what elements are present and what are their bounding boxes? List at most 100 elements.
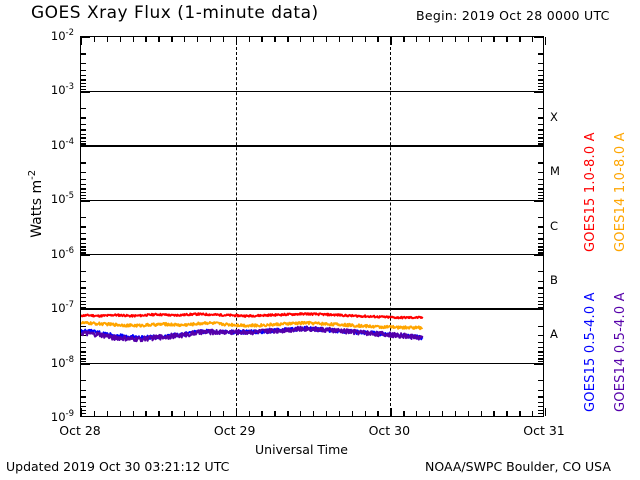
y-minor-tick (81, 162, 86, 164)
y-minor-tick (538, 389, 543, 391)
page-title: GOES Xray Flux (1-minute data) (31, 3, 319, 23)
y-minor-tick (538, 405, 543, 408)
x-minor-tick (145, 411, 147, 416)
y-minor-tick (81, 389, 86, 391)
x-minor-tick (313, 411, 315, 416)
y-minor-tick (538, 75, 543, 77)
x-minor-tick (480, 37, 482, 42)
x-minor-tick (145, 37, 147, 42)
x-minor-tick (287, 37, 289, 42)
y-minor-tick (81, 306, 86, 308)
y-tick-label: 10-2 (50, 28, 74, 43)
y-minor-tick (538, 124, 543, 126)
x-minor-tick (351, 37, 353, 42)
y-minor-tick (81, 405, 86, 408)
y-minor-tick (81, 233, 86, 235)
y-minor-tick (81, 69, 86, 72)
x-minor-tick (532, 411, 534, 416)
horizontal-gridline (81, 254, 543, 256)
x-minor-tick (403, 37, 405, 42)
y-minor-tick (538, 238, 543, 240)
y-minor-tick (81, 145, 90, 148)
y-minor-tick (81, 86, 86, 88)
x-minor-tick (364, 411, 366, 416)
y-minor-tick (538, 361, 543, 363)
y-minor-tick (538, 409, 543, 411)
y-minor-tick (81, 292, 86, 295)
y-minor-tick (538, 216, 543, 218)
x-minor-tick (467, 411, 469, 416)
y-minor-tick (81, 140, 86, 142)
y-minor-tick (538, 197, 543, 200)
y-minor-tick (538, 280, 543, 282)
trace-goes15-1-0-8-0-a (81, 312, 424, 320)
x-minor-tick (519, 37, 521, 42)
y-tick-label: 10-5 (50, 191, 74, 207)
y-minor-tick (538, 82, 543, 85)
y-minor-tick (538, 300, 543, 302)
y-minor-tick (81, 303, 86, 306)
y-minor-tick (538, 162, 543, 164)
y-minor-tick (81, 396, 86, 398)
x-minor-tick (429, 411, 431, 416)
y-minor-tick (81, 287, 86, 289)
y-minor-tick (81, 124, 86, 126)
updated-timestamp: Updated 2019 Oct 30 03:21:12 UTC (6, 459, 230, 474)
x-tick-label: Oct 31 (523, 423, 565, 438)
y-minor-tick (81, 254, 90, 256)
x-minor-tick (493, 411, 495, 416)
x-minor-tick (222, 37, 225, 42)
y-minor-tick (81, 300, 86, 302)
x-minor-tick (429, 37, 431, 42)
horizontal-gridline (81, 362, 543, 365)
x-minor-tick (313, 37, 315, 42)
x-minor-tick (119, 411, 121, 416)
x-minor-tick (119, 37, 121, 42)
y-minor-tick (538, 246, 543, 248)
x-minor-tick (197, 37, 199, 42)
y-minor-tick (81, 246, 86, 248)
x-minor-tick (81, 408, 83, 416)
y-minor-tick (534, 200, 543, 202)
y-minor-tick (81, 363, 90, 365)
y-minor-tick (538, 306, 543, 308)
y-minor-tick (81, 91, 90, 93)
y-minor-tick (81, 271, 86, 273)
y-minor-tick (81, 107, 86, 110)
y-minor-tick (81, 143, 86, 145)
y-minor-tick (538, 171, 543, 174)
y-minor-tick (538, 347, 543, 349)
x-tick-label: Oct 29 (213, 423, 256, 438)
y-minor-tick (538, 249, 543, 251)
y-minor-tick (538, 62, 543, 65)
y-minor-tick (81, 188, 86, 190)
y-minor-tick (538, 140, 543, 142)
y-minor-tick (81, 280, 86, 282)
y-minor-tick (81, 178, 86, 180)
y-minor-tick (538, 133, 543, 136)
x-minor-tick (235, 408, 237, 416)
y-tick-label: 10-6 (50, 245, 74, 261)
legend-goes15-long: GOES15 1.0-8.0 A (583, 132, 598, 252)
y-minor-tick (81, 75, 86, 77)
y-minor-tick (81, 133, 86, 136)
y-minor-tick (81, 129, 86, 131)
y-minor-tick (81, 79, 86, 81)
y-minor-tick (538, 178, 543, 180)
y-minor-tick (538, 355, 543, 357)
y-minor-tick (538, 297, 543, 299)
y-minor-tick (81, 137, 86, 139)
y-minor-tick (534, 254, 543, 256)
x-minor-tick (274, 411, 276, 416)
y-minor-tick (81, 37, 90, 39)
y-minor-tick (81, 183, 86, 186)
y-minor-tick (538, 191, 543, 194)
y-minor-tick (538, 287, 543, 289)
y-minor-tick (81, 347, 86, 349)
x-minor-tick (184, 411, 186, 416)
y-tick-label: 10-7 (50, 300, 74, 315)
x-minor-tick (467, 37, 469, 42)
y-minor-tick (538, 117, 543, 119)
flare-class-B: B (550, 272, 558, 287)
x-minor-tick (390, 37, 392, 45)
